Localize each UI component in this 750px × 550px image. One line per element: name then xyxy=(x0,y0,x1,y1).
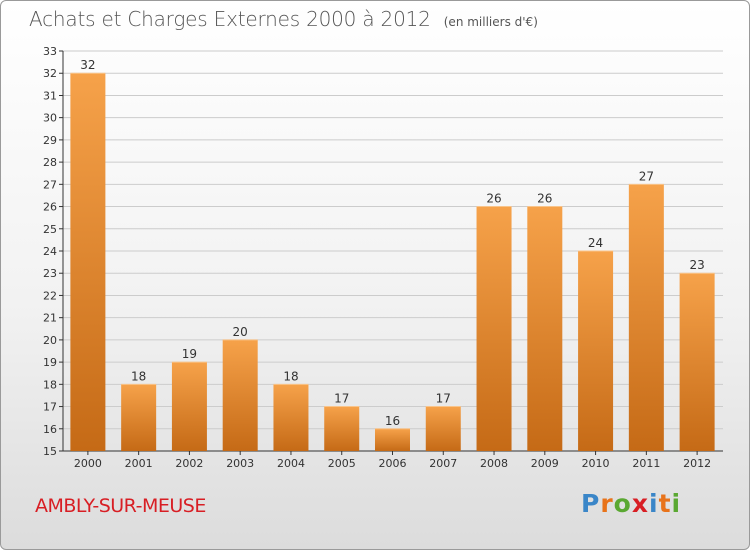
y-tick-label: 27 xyxy=(43,178,57,191)
bar xyxy=(425,406,461,451)
bar xyxy=(121,384,157,451)
data-label: 20 xyxy=(233,325,248,339)
y-tick-label: 26 xyxy=(43,201,57,214)
chart-title-block: Achats et Charges Externes 2000 à 2012 (… xyxy=(29,7,538,31)
x-tick-label: 2000 xyxy=(74,457,102,470)
bar xyxy=(273,384,309,451)
y-tick-label: 23 xyxy=(43,267,57,280)
data-label: 26 xyxy=(537,192,552,206)
y-tick-label: 32 xyxy=(43,67,57,80)
data-label: 17 xyxy=(436,392,451,406)
bar xyxy=(222,339,258,451)
y-tick-label: 24 xyxy=(43,245,57,258)
bar xyxy=(527,206,563,451)
bar xyxy=(70,73,106,451)
x-tick-label: 2011 xyxy=(632,457,660,470)
x-tick-label: 2007 xyxy=(429,457,457,470)
y-tick-label: 15 xyxy=(43,445,57,458)
bar xyxy=(628,184,664,452)
logo-letter: x xyxy=(631,489,649,518)
y-tick-label: 25 xyxy=(43,223,57,236)
logo-letter: i xyxy=(671,489,682,518)
logo-letter: r xyxy=(600,489,614,518)
x-tick-label: 2006 xyxy=(379,457,407,470)
logo-letter: t xyxy=(658,489,672,518)
data-label: 18 xyxy=(283,369,298,383)
data-label: 19 xyxy=(182,347,197,361)
proxiti-logo: Proxiti xyxy=(581,489,681,518)
data-label: 27 xyxy=(639,169,654,183)
data-label: 18 xyxy=(131,369,146,383)
data-label: 17 xyxy=(334,392,349,406)
chart-title: Achats et Charges Externes 2000 à 2012 xyxy=(29,7,431,31)
y-tick-label: 21 xyxy=(43,312,57,325)
x-tick-label: 2010 xyxy=(582,457,610,470)
x-tick-label: 2005 xyxy=(328,457,356,470)
data-label: 23 xyxy=(689,258,704,272)
y-tick-label: 18 xyxy=(43,378,57,391)
bar xyxy=(324,406,360,451)
data-label: 16 xyxy=(385,414,400,428)
y-tick-label: 30 xyxy=(43,112,57,125)
logo-letter: i xyxy=(649,489,659,518)
bar xyxy=(171,362,207,451)
y-tick-label: 16 xyxy=(43,423,57,436)
y-tick-label: 28 xyxy=(43,156,57,169)
logo-letter: o xyxy=(613,489,632,518)
x-tick-label: 2004 xyxy=(277,457,305,470)
y-tick-label: 31 xyxy=(43,89,57,102)
y-tick-label: 29 xyxy=(43,134,57,147)
bar xyxy=(476,206,512,451)
data-label: 32 xyxy=(80,58,95,72)
y-tick-label: 17 xyxy=(43,401,57,414)
x-tick-label: 2012 xyxy=(683,457,711,470)
x-tick-label: 2003 xyxy=(226,457,254,470)
y-tick-label: 22 xyxy=(43,289,57,302)
y-tick-label: 33 xyxy=(43,45,57,58)
bar xyxy=(375,428,410,451)
data-label: 24 xyxy=(588,236,603,250)
logo-letter: P xyxy=(581,489,601,518)
place-name: AMBLY-SUR-MEUSE xyxy=(35,495,206,517)
x-tick-label: 2001 xyxy=(125,457,153,470)
x-tick-label: 2009 xyxy=(531,457,559,470)
data-label: 26 xyxy=(486,192,501,206)
x-tick-label: 2008 xyxy=(480,457,508,470)
x-tick-label: 2002 xyxy=(175,457,203,470)
y-tick-label: 19 xyxy=(43,356,57,369)
y-tick-label: 20 xyxy=(43,334,57,347)
bar xyxy=(679,273,715,451)
chart-unit-label: (en milliers d'€) xyxy=(443,15,538,29)
bar xyxy=(578,251,614,451)
